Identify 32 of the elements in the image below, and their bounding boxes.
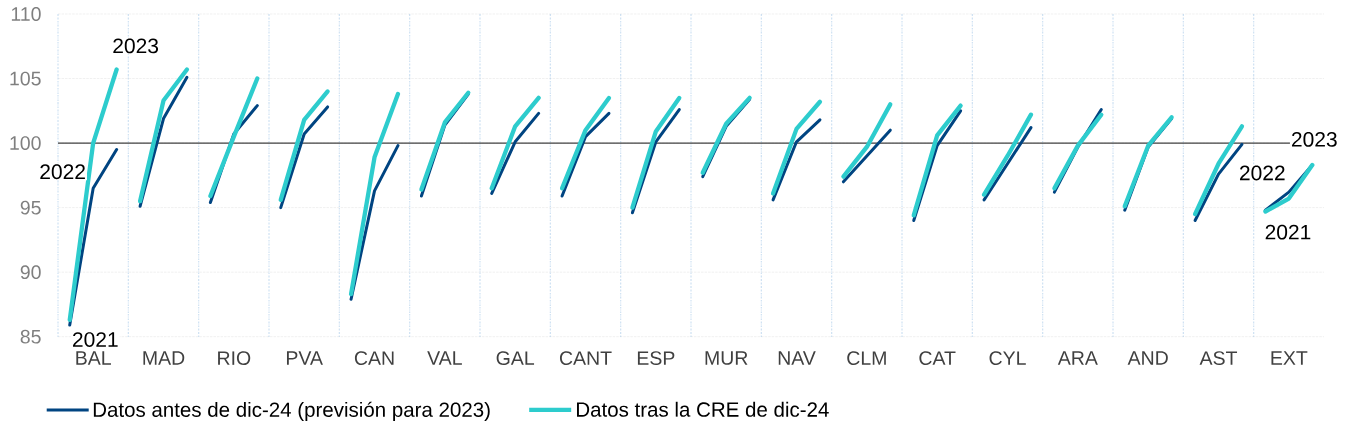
legend-label: Datos antes de dic-24 (previsión para 2023) (93, 401, 490, 422)
annotation: 2021 (1265, 224, 1311, 240)
legend-label: Datos tras la CRE de dic-24 (577, 401, 829, 417)
x-tick-label: NAV (778, 351, 816, 365)
x-tick-label: CYL (989, 351, 1026, 366)
x-tick-label: GAL (496, 351, 535, 366)
x-tick-label: BAL (76, 351, 111, 365)
x-tick-label: EXT (1271, 351, 1308, 365)
y-tick-label: 95 (20, 200, 41, 215)
x-tick-label: MAD (143, 351, 185, 365)
x-tick-label: AND (1127, 351, 1168, 365)
x-tick-label: RIO (218, 351, 251, 366)
x-tick-label: AST (1199, 351, 1238, 366)
x-tick-label: CLM (847, 351, 886, 366)
y-tick-label: 110 (11, 7, 41, 21)
x-tick-label: VAL (427, 351, 462, 365)
y-tick-label: 100 (10, 136, 41, 150)
y-tick-label: 85 (20, 329, 41, 344)
x-tick-label: ESP (637, 351, 675, 366)
y-tick-label: 90 (20, 265, 41, 280)
x-tick-label: CANT (559, 351, 612, 366)
x-tick-label: CAT (919, 351, 956, 366)
x-tick-label: CAN (354, 351, 394, 366)
annotation: 2022 (1239, 165, 1285, 181)
x-tick-label: MUR (705, 351, 748, 365)
y-tick-label: 105 (10, 71, 41, 86)
annotation: 2023 (1291, 131, 1337, 147)
annotation: 2023 (113, 38, 159, 54)
x-tick-label: PVA (286, 351, 323, 365)
annotation: 2021 (72, 332, 118, 347)
annotation: 2022 (40, 164, 85, 180)
x-tick-label: ARA (1057, 351, 1098, 365)
